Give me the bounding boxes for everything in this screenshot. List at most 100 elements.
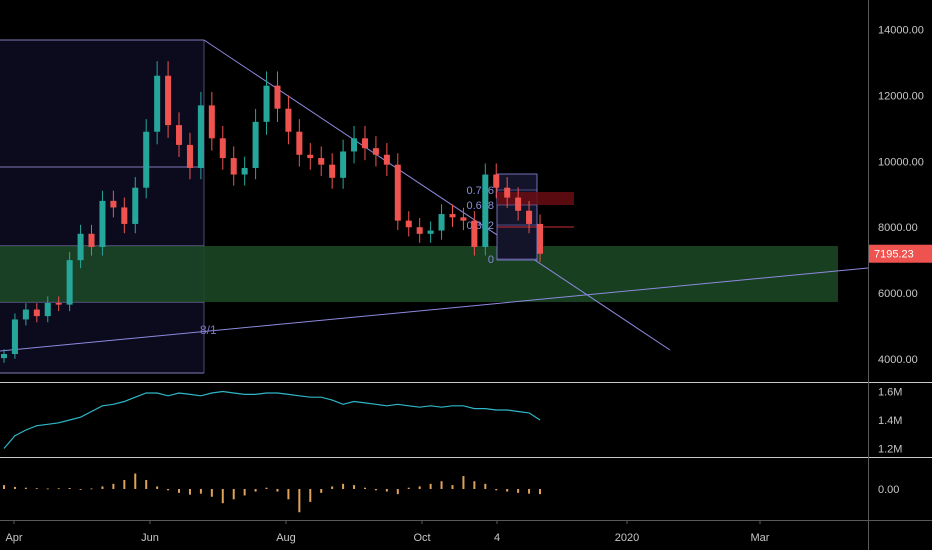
histogram-bar	[484, 483, 487, 489]
histogram-bar	[68, 487, 71, 489]
candle-body	[394, 164, 401, 221]
histogram-bar	[363, 487, 366, 489]
histogram-bar	[35, 488, 38, 490]
candle-body	[197, 105, 204, 168]
histogram-bar	[46, 488, 49, 490]
obv-tick-label: 1.2M	[878, 443, 902, 455]
price-tick-label: 4000.00	[878, 354, 918, 366]
time-tick-label: Mar	[751, 532, 770, 544]
candle-body	[318, 158, 325, 165]
candle-body	[219, 138, 226, 159]
histogram-bar	[462, 476, 465, 489]
histogram-bar	[374, 489, 377, 491]
histogram-bar	[440, 481, 443, 489]
candle-body	[296, 131, 303, 155]
candle-body	[121, 207, 128, 224]
histogram-bar	[101, 486, 104, 489]
histogram-bar	[418, 486, 421, 489]
histogram-bar	[123, 479, 126, 489]
histogram-bar	[342, 483, 345, 489]
histogram-bar	[254, 489, 257, 492]
candle-body	[438, 214, 445, 231]
time-tick-label: Aug	[276, 532, 296, 544]
candle-body	[493, 174, 500, 188]
price-tick-label: 12000.00	[878, 91, 924, 103]
histogram-bar	[90, 488, 93, 490]
candle-body	[471, 220, 478, 247]
histogram-bar	[298, 489, 301, 513]
candle-body	[208, 105, 215, 139]
histogram-bar	[3, 485, 5, 489]
time-tick-label: Apr	[5, 532, 22, 544]
last-price-label: 7195.23	[874, 249, 914, 261]
candle-body	[252, 121, 259, 168]
time-tick-label: 4	[494, 532, 500, 544]
candle-body	[340, 151, 347, 178]
histogram-bar	[407, 487, 410, 489]
histogram-bar	[210, 489, 213, 497]
histogram-bar	[385, 489, 388, 492]
drawing-overlays: 8/1 0.786 0.618 0.382 0	[0, 39, 869, 374]
candle-body	[132, 187, 139, 224]
histogram-bar	[145, 479, 148, 489]
candle-body	[165, 75, 172, 126]
histogram-bar	[134, 473, 137, 489]
candle-body	[110, 200, 117, 208]
histogram-bar	[221, 489, 224, 504]
histogram-bar	[506, 489, 509, 492]
price-tick-label: 14000.00	[878, 25, 924, 37]
histogram-series	[3, 473, 541, 513]
histogram-bar	[243, 489, 246, 496]
axes: 14000.0012000.0010000.008000.006000.0040…	[5, 25, 923, 544]
candle-body	[0, 354, 8, 359]
candle-body	[460, 217, 467, 221]
candle-body	[515, 197, 522, 211]
candle-body	[449, 214, 456, 218]
last-price-tag	[869, 244, 932, 263]
time-tick-label: 2020	[615, 532, 639, 544]
histogram-bar	[79, 489, 82, 490]
candle-body	[44, 302, 51, 317]
histogram-bar	[156, 486, 159, 489]
candle-body	[536, 223, 544, 254]
histogram-bar	[309, 489, 312, 502]
candle-body	[11, 319, 18, 355]
fib-level-label: 0	[488, 254, 494, 266]
histogram-bar	[539, 489, 541, 495]
price-tick-label: 6000.00	[878, 288, 918, 300]
histogram-bar	[178, 489, 181, 493]
time-tick-label: Oct	[413, 532, 430, 544]
candle-body	[55, 302, 62, 305]
time-tick-label: Jun	[141, 532, 159, 544]
histogram-bar	[57, 488, 60, 490]
price-tick-label: 10000.00	[878, 156, 924, 168]
candle-body	[361, 138, 368, 149]
candle-body	[383, 154, 390, 165]
candle-body	[88, 233, 95, 247]
histogram-bar	[232, 489, 235, 500]
histogram-bar	[265, 487, 268, 489]
histogram-bar	[353, 485, 356, 489]
histogram-bar	[320, 489, 323, 493]
candle-body	[482, 174, 489, 247]
candle-body	[22, 309, 29, 320]
labels: 7195.23	[869, 244, 932, 263]
histogram-bar	[287, 489, 290, 500]
candle-body	[77, 233, 84, 261]
gann-angle-label: 8/1	[200, 323, 217, 337]
support-zone	[0, 246, 838, 302]
histogram-bar	[429, 483, 432, 489]
candle-body	[230, 158, 237, 175]
obv-tick-label: 1.6M	[878, 387, 902, 399]
histogram-bar	[517, 489, 520, 493]
candle-body	[427, 230, 434, 234]
histogram-tick-label: 0.00	[878, 484, 899, 496]
descending-trendline	[203, 39, 671, 351]
candle-body	[143, 131, 150, 188]
candle-body	[416, 227, 423, 234]
obv-tick-label: 1.4M	[878, 415, 902, 427]
histogram-bar	[188, 489, 191, 495]
candle-body	[176, 125, 183, 145]
